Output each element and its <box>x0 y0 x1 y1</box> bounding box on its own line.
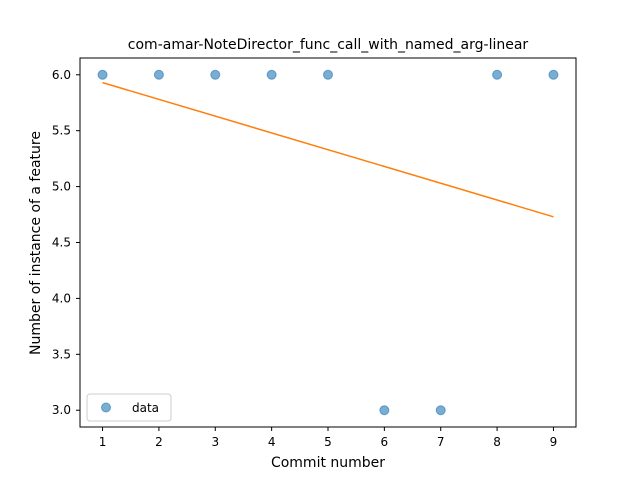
y-tick-label: 3.5 <box>52 347 71 361</box>
x-tick-label: 7 <box>437 435 445 449</box>
y-axis: 3.0 3.5 4.0 4.5 5.0 5.5 6.0 <box>52 68 80 417</box>
data-point <box>435 405 446 416</box>
x-tick-label: 9 <box>550 435 558 449</box>
legend-marker <box>101 402 111 413</box>
y-axis-label: Number of instance of a feature <box>28 131 44 355</box>
plot-area <box>97 69 559 416</box>
x-tick-label: 6 <box>381 435 389 449</box>
y-tick-label: 6.0 <box>52 68 71 82</box>
x-tick-label: 5 <box>324 435 332 449</box>
trend-line <box>102 81 554 218</box>
x-axis-label: Commit number <box>271 455 385 471</box>
x-tick-label: 8 <box>493 435 501 449</box>
y-tick-label: 5.5 <box>52 124 71 138</box>
data-point <box>266 69 277 80</box>
y-tick-label: 4.0 <box>52 291 71 305</box>
legend-box <box>86 393 172 422</box>
x-tick-label: 4 <box>268 435 276 449</box>
data-point <box>492 69 503 80</box>
data-point <box>97 69 108 80</box>
data-point <box>210 69 221 80</box>
x-axis: 1 2 3 4 5 6 7 8 9 <box>99 427 558 449</box>
chart-title: com-amar-NoteDirector_func_call_with_nam… <box>128 37 529 53</box>
legend-label: data <box>132 401 159 415</box>
plot-frame <box>79 57 577 428</box>
data-point <box>548 69 559 80</box>
x-tick-label: 3 <box>211 435 219 449</box>
data-point <box>323 69 333 80</box>
legend: data <box>86 393 172 422</box>
y-tick-label: 3.0 <box>52 403 71 417</box>
x-tick-label: 2 <box>155 435 163 449</box>
data-point <box>153 69 164 80</box>
y-tick-label: 4.5 <box>52 236 71 250</box>
x-tick-label: 1 <box>99 435 107 449</box>
y-tick-label: 5.0 <box>52 180 71 194</box>
data-point <box>379 405 390 416</box>
